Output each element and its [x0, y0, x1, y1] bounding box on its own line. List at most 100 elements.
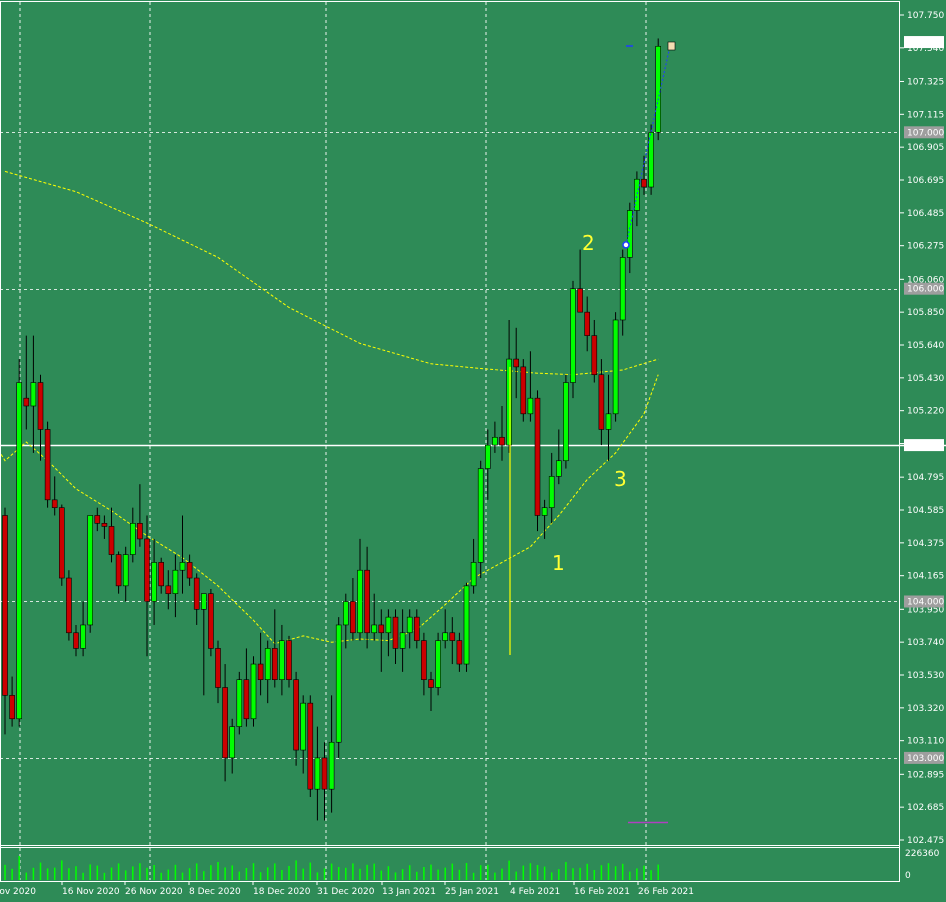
bearish-candle-body [421, 640, 427, 680]
bearish-candle-body [73, 632, 79, 649]
level-price-box [904, 439, 944, 452]
y-tick-label: 103.950 [907, 605, 944, 615]
bearish-candle-body [364, 569, 370, 634]
bearish-candle-body [186, 562, 193, 579]
bullish-candle-body [435, 640, 441, 688]
price-flag-marker [667, 41, 676, 51]
bearish-candle-body [58, 507, 65, 579]
y-tick-label: 107.115 [907, 110, 944, 120]
bearish-candle-body [456, 640, 463, 665]
x-tick-label: 26 Nov 2020 [125, 887, 183, 897]
annotation-label-3: 3 [614, 467, 627, 491]
bullish-candle-body [87, 515, 93, 626]
volume-min-label: 0 [905, 871, 911, 881]
bullish-candle-body [172, 569, 179, 594]
y-tick-label: 104.585 [907, 506, 944, 516]
bullish-candle-body [506, 358, 512, 446]
x-tick-label: 18 Dec 2020 [253, 887, 311, 897]
bearish-candle-body [243, 679, 250, 720]
bullish-candle-body [335, 624, 342, 743]
x-tick-label: 26 Feb 2021 [638, 887, 694, 897]
y-tick-label: 106.695 [907, 176, 944, 186]
bearish-candle-body [257, 663, 264, 680]
level-price-label: 105.000 [907, 441, 944, 451]
bullish-candle-body [385, 616, 392, 634]
volume-bars [4, 856, 659, 880]
moving-averages [0, 170, 659, 645]
bullish-candle-body [342, 601, 349, 626]
y-tick-label: 104.165 [907, 572, 944, 582]
level-price-label: 107.000 [907, 128, 944, 138]
plot-frame [0, 1, 900, 882]
y-tick-label: 104.795 [907, 473, 944, 483]
bullish-candle-body [328, 741, 335, 790]
y-axis: 107.750 107.540 107.325 107.115 106.905 106.6… [900, 11, 944, 881]
bullish-candle-body [605, 413, 612, 430]
bullish-candle-body [30, 382, 37, 407]
annotation-label-2: 2 [582, 231, 595, 255]
bearish-candle-body [428, 679, 434, 688]
bearish-candle-body [158, 562, 164, 587]
fast-moving-average-line [0, 374, 659, 645]
candles [2, 38, 662, 821]
bearish-candle-body [208, 593, 214, 649]
y-tick-label: 104.375 [907, 539, 944, 549]
y-tick-label: 105.850 [907, 308, 944, 318]
bearish-candle-body [413, 616, 420, 641]
current-price-label: 107.577 [907, 38, 944, 48]
x-tick-label: 8 Dec 2020 [189, 887, 241, 897]
x-tick-label: 16 Nov 2020 [62, 887, 120, 897]
bearish-candle-body [23, 397, 30, 407]
y-tick-label: 102.685 [907, 803, 944, 813]
bullish-candle-body [371, 624, 378, 634]
level-price-label: 104.000 [907, 597, 944, 607]
x-tick-label: 6 Nov 2020 [0, 887, 36, 897]
bullish-candle-body [555, 460, 562, 477]
bearish-candle-body [193, 577, 200, 610]
bullish-candle-body [548, 476, 555, 508]
bearish-candle-body [378, 624, 385, 634]
y-tick-label: 105.220 [907, 407, 944, 417]
bearish-candle-body [577, 288, 583, 313]
bullish-candle-body [634, 178, 640, 211]
bearish-candle-body [51, 499, 58, 508]
annotation-label-1: 1 [552, 551, 565, 575]
y-tick-label: 103.110 [907, 737, 944, 747]
y-tick-label: 105.640 [907, 341, 944, 351]
y-tick-label: 102.475 [907, 836, 944, 846]
bearish-candle-body [534, 397, 541, 516]
y-tick-label: 102.895 [907, 770, 944, 780]
bearish-candle-body [66, 577, 72, 634]
bullish-candle-body [80, 624, 86, 649]
annotations: 1 2 3 [552, 231, 627, 575]
bullish-candle-body [406, 616, 413, 634]
x-tick-label: 4 Feb 2021 [510, 887, 560, 897]
current-price-box [904, 36, 944, 49]
bearish-candle-body [641, 178, 647, 188]
trend-line [625, 46, 671, 246]
bearish-candle-body [222, 687, 228, 759]
y-tick-label: 107.540 [907, 44, 944, 54]
level-price-box [904, 126, 944, 139]
volume-max-label: 226360 [905, 849, 940, 859]
bearish-candle-body [101, 522, 108, 527]
bullish-candle-body [151, 562, 157, 602]
y-tick-label: 106.905 [907, 143, 944, 153]
bearish-candle-body [44, 429, 51, 501]
bearish-candle-body [293, 679, 299, 751]
y-tick-label: 103.530 [907, 671, 944, 681]
bullish-candle-body [442, 632, 449, 641]
bullish-candle-body [357, 569, 363, 634]
bullish-candle-body [122, 554, 129, 587]
bearish-candle-body [115, 554, 122, 587]
bearish-candle-body [513, 358, 520, 368]
bearish-candle-body [144, 538, 150, 602]
bullish-candle-body [130, 522, 136, 555]
x-tick-label: 25 Jan 2021 [445, 887, 499, 897]
level-price-box [904, 751, 944, 764]
bullish-candle-body [484, 444, 491, 469]
y-tick-label: 103.320 [907, 704, 944, 714]
x-tick-label: 13 Jan 2021 [382, 887, 436, 897]
